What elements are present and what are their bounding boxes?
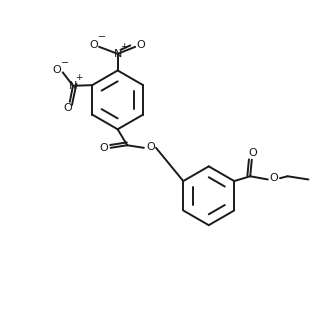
Text: O: O (270, 173, 278, 183)
Text: N: N (69, 81, 77, 91)
Text: O: O (89, 40, 98, 50)
Text: O: O (99, 143, 108, 153)
Text: +: + (75, 73, 83, 82)
Text: O: O (146, 142, 154, 152)
Text: −: − (61, 58, 70, 68)
Text: O: O (136, 40, 145, 50)
Text: +: + (120, 42, 128, 51)
Text: O: O (64, 103, 72, 113)
Text: −: − (98, 32, 106, 42)
Text: O: O (52, 65, 61, 75)
Text: N: N (113, 49, 122, 59)
Text: O: O (248, 148, 257, 158)
